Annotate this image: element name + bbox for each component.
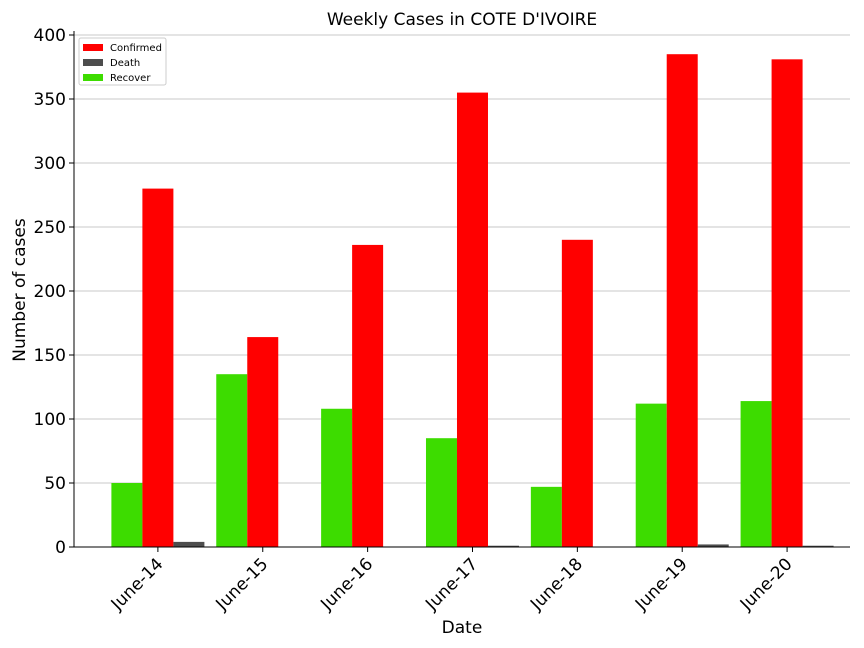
chart-title: Weekly Cases in COTE D'IVOIRE [327,10,597,30]
x-tick-label: June-20 [736,554,797,615]
bar-death-june-17 [487,545,519,547]
legend-swatch-death [83,59,103,66]
y-tick-label: 250 [34,218,66,238]
bar-confirmed-june-17 [456,92,488,547]
bar-recover-june-16 [321,408,353,547]
y-tick-label: 100 [34,410,66,430]
legend-label-confirmed: Confirmed [110,43,162,54]
x-tick-label: June-14 [107,554,168,615]
y-tick-label: 200 [34,282,66,302]
bar-confirmed-june-20 [771,59,803,547]
x-ticks: June-14 June-15 June-16 June-17 June-18 June-… [107,547,797,615]
y-tick-label: 0 [55,538,66,558]
x-tick-label: June-15 [212,554,273,615]
legend-label-death: Death [110,58,140,69]
x-tick-label: June-17 [421,554,482,615]
axes [73,31,850,548]
x-tick-label: June-19 [631,554,692,615]
y-tick-label: 50 [44,474,66,494]
x-tick-label: June-18 [526,554,587,615]
bar-confirmed-june-15 [247,337,279,547]
bar-recover-june-17 [425,438,457,547]
bar-recover-june-15 [216,374,248,547]
legend-swatch-confirmed [83,44,103,51]
bar-death-june-19 [697,544,729,547]
x-tick-label: June-16 [316,554,377,615]
y-axis-label: Number of cases [10,218,30,362]
legend-label-recover: Recover [110,73,151,84]
x-axis-label: Date [442,618,483,638]
y-tick-label: 400 [34,26,66,46]
bar-recover-june-19 [635,403,667,547]
bars [111,54,834,548]
bar-confirmed-june-14 [142,188,174,547]
y-tick-label: 350 [34,90,66,110]
bar-recover-june-20 [740,401,772,547]
bar-death-june-20 [802,545,834,547]
y-tick-label: 150 [34,346,66,366]
bar-confirmed-june-18 [561,239,593,548]
y-tick-label: 300 [34,154,66,174]
legend-swatch-recover [83,74,103,81]
bar-recover-june-14 [111,483,143,547]
bar-death-june-14 [173,541,205,547]
bar-confirmed-june-19 [666,54,698,547]
legend: Confirmed Death Recover [78,37,167,86]
y-ticks: 0 50 100 150 200 250 300 350 400 [34,26,74,558]
bar-confirmed-june-16 [352,244,384,548]
bar-recover-june-18 [530,486,562,547]
